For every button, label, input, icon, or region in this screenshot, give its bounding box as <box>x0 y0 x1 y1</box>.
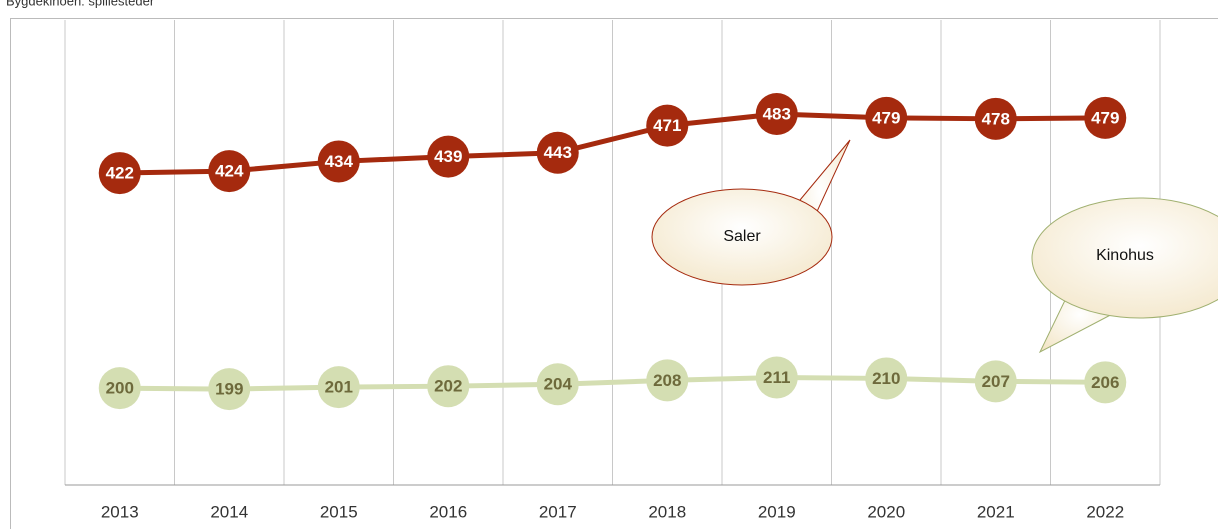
data-label: 202 <box>434 377 462 396</box>
x-tick-label: 2020 <box>867 502 905 521</box>
data-point <box>427 365 470 408</box>
data-point <box>536 363 579 406</box>
data-label: 210 <box>872 369 900 388</box>
data-point <box>755 92 798 135</box>
data-point <box>974 360 1017 403</box>
data-label: 424 <box>215 162 244 181</box>
data-label: 207 <box>982 372 1010 391</box>
data-point <box>755 356 798 399</box>
data-point <box>974 97 1017 140</box>
data-point <box>865 357 908 400</box>
data-label: 206 <box>1091 373 1119 392</box>
data-label: 201 <box>325 378 353 397</box>
data-label: 204 <box>544 375 573 394</box>
callout-bubble <box>1031 197 1218 319</box>
data-point <box>317 366 360 409</box>
data-label: 483 <box>763 104 791 123</box>
data-label: 443 <box>544 143 572 162</box>
data-label: 471 <box>653 116 681 135</box>
data-label: 434 <box>325 152 354 171</box>
data-point <box>1084 96 1127 139</box>
data-point <box>208 368 251 411</box>
data-point <box>646 104 689 147</box>
annotation: Kinohus <box>1096 247 1154 264</box>
callout-bubble <box>651 188 833 286</box>
series-line <box>119 111 1106 176</box>
data-label: 422 <box>106 164 134 183</box>
data-label: 439 <box>434 147 462 166</box>
chart-frame <box>10 18 1218 529</box>
data-label: 208 <box>653 371 681 390</box>
data-point <box>646 359 689 402</box>
data-point <box>317 140 360 183</box>
data-point <box>1084 361 1127 404</box>
x-tick-label: 2016 <box>429 502 467 521</box>
data-point <box>98 367 141 410</box>
annotation: Saler <box>723 228 761 245</box>
data-point <box>427 135 470 178</box>
data-point <box>98 152 141 195</box>
x-tick-label: 2013 <box>101 502 139 521</box>
data-point <box>208 150 251 193</box>
data-point <box>536 131 579 174</box>
plot-area: 2013 2014 2015 2016 2017 2018 2019 2020 2021 2022… <box>64 20 1161 521</box>
x-tick-label: 2021 <box>977 502 1015 521</box>
x-tick-label: 2019 <box>758 502 796 521</box>
series-line <box>119 374 1106 392</box>
data-label: 478 <box>982 109 1010 128</box>
x-tick-label: 2022 <box>1086 502 1124 521</box>
chart-title: Bygdekinoen: spillesteder <box>6 0 155 8</box>
x-tick-label: 2017 <box>539 502 577 521</box>
data-label: 199 <box>215 380 243 399</box>
x-tick-label: 2015 <box>320 502 358 521</box>
x-tick-label: 2018 <box>648 502 686 521</box>
data-label: 479 <box>872 108 900 127</box>
data-point <box>865 96 908 139</box>
data-label: 479 <box>1091 108 1119 127</box>
data-label: 200 <box>106 379 134 398</box>
x-tick-label: 2014 <box>210 502 248 521</box>
data-label: 211 <box>763 368 790 387</box>
